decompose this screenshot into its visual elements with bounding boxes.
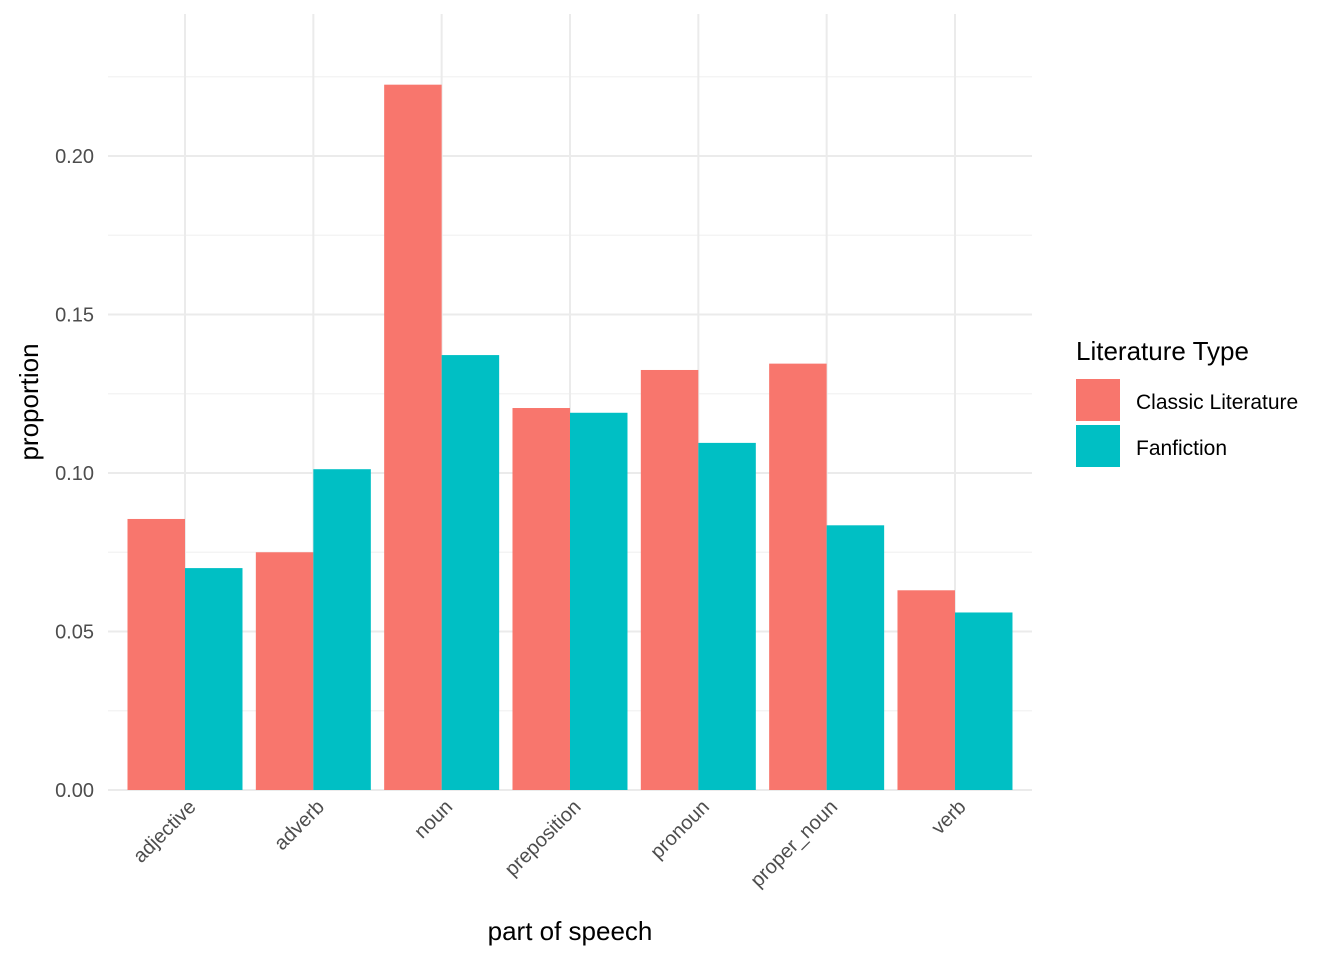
y-tick-label: 0.20 (55, 146, 94, 168)
bar-noun-fanfiction (441, 355, 500, 790)
bar-adjective-fanfiction (185, 568, 243, 790)
bar-adjective-classic (127, 518, 185, 790)
x-axis-title: part of speech (488, 916, 653, 946)
bar-adverb-classic (255, 552, 314, 790)
legend: Literature Type Classic Literature Fanfi… (1076, 336, 1298, 467)
x-axis-ticks: adjective adverb noun preposition pronoun pro… (129, 796, 970, 892)
legend-label-classic: Classic Literature (1136, 391, 1298, 414)
legend-title: Literature Type (1076, 336, 1249, 366)
bars (127, 84, 1013, 791)
y-tick-label: 0.05 (55, 622, 94, 644)
y-tick-label: 0.10 (55, 463, 94, 485)
bar-proper_noun-classic (769, 363, 827, 790)
x-tick-label-pronoun: pronoun (646, 796, 713, 863)
bar-pronoun-classic (640, 369, 699, 790)
bar-verb-classic (897, 590, 955, 790)
x-tick-label-preposition: preposition (501, 796, 586, 881)
x-tick-label-adjective: adjective (129, 796, 200, 867)
y-tick-label: 0.15 (55, 305, 94, 327)
bar-pronoun-fanfiction (698, 442, 756, 790)
bar-noun-classic (384, 84, 442, 791)
legend-key-fanfiction (1076, 425, 1120, 467)
bar-adverb-fanfiction (313, 469, 371, 790)
y-axis-ticks: 0.00 0.05 0.10 0.15 0.20 (55, 146, 94, 802)
x-tick-label-noun: noun (410, 796, 457, 843)
bar-verb-fanfiction (954, 612, 1013, 790)
y-axis-title: proportion (14, 343, 44, 460)
x-tick-label-verb: verb (927, 796, 970, 839)
bar-proper_noun-fanfiction (826, 525, 885, 790)
y-tick-label: 0.00 (55, 780, 94, 802)
bar-preposition-classic (512, 408, 570, 790)
x-tick-label-proper_noun: proper_noun (746, 796, 842, 892)
legend-label-fanfiction: Fanfiction (1136, 437, 1227, 460)
bar-preposition-fanfiction (569, 412, 628, 790)
legend-key-classic (1076, 379, 1120, 421)
x-tick-label-adverb: adverb (270, 796, 329, 855)
